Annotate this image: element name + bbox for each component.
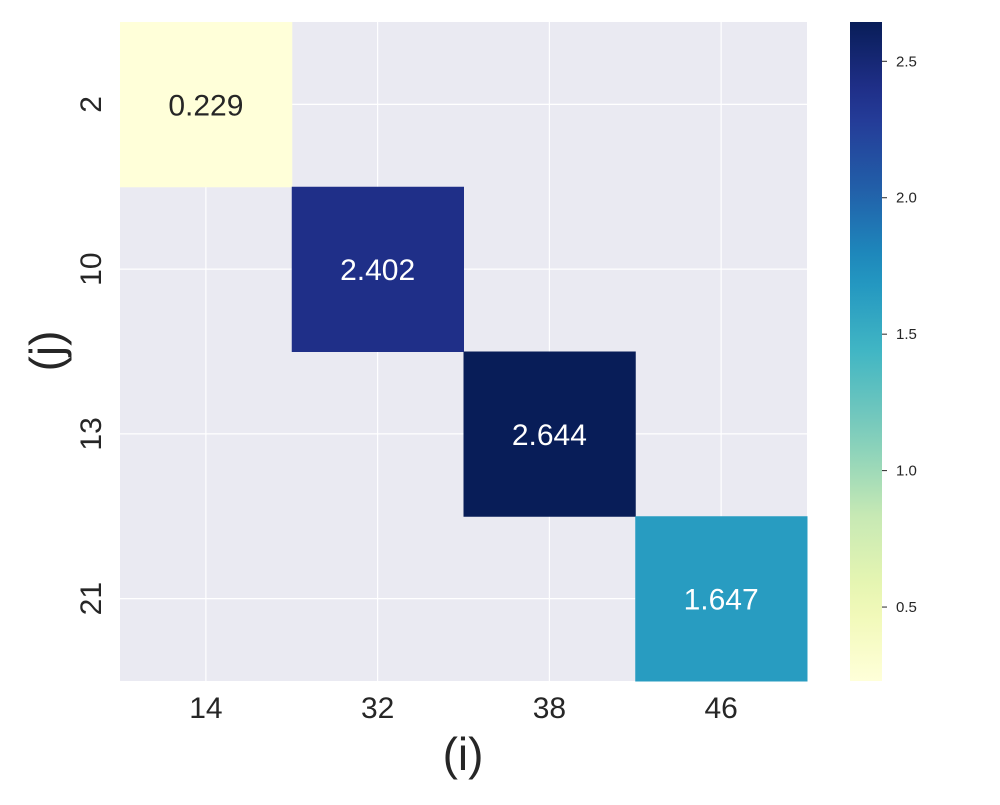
x-tick-label: 32 [361, 692, 394, 725]
heatmap-cell [291, 186, 464, 352]
colorbar: 0.5 1.0 1.5 2.0 2.5 [850, 22, 917, 681]
colorbar-tick-label: 0.5 [896, 599, 917, 616]
y-tick-label: 13 [75, 417, 108, 450]
cell-value-label: 1.647 [684, 584, 759, 617]
colorbar-tick-label: 1.0 [896, 463, 917, 480]
cell-value-label: 2.402 [340, 254, 415, 287]
y-tick-label: 2 [75, 96, 108, 113]
y-tick-label: 21 [75, 582, 108, 615]
heatmap-cell [463, 351, 636, 517]
x-axis-label: (i) [443, 728, 484, 780]
x-tick-label: 38 [533, 692, 566, 725]
y-tick-label: 10 [75, 252, 108, 285]
x-tick-label: 14 [189, 692, 222, 725]
cell-value-label: 0.229 [168, 89, 243, 122]
cell-value-label: 2.644 [512, 419, 587, 452]
heatmap-cell [120, 22, 293, 188]
colorbar-tick-label: 2.5 [896, 53, 917, 70]
colorbar-gradient [850, 22, 882, 681]
y-axis-label: (j) [20, 331, 72, 372]
colorbar-tick-label: 1.5 [896, 326, 917, 343]
heatmap-cell [635, 516, 808, 682]
colorbar-tick-label: 2.0 [896, 190, 917, 207]
x-tick-label: 46 [704, 692, 737, 725]
plot-area: 0.229 2.402 2.644 1.647 14 32 38 46 2 10 13 21 [75, 22, 808, 725]
